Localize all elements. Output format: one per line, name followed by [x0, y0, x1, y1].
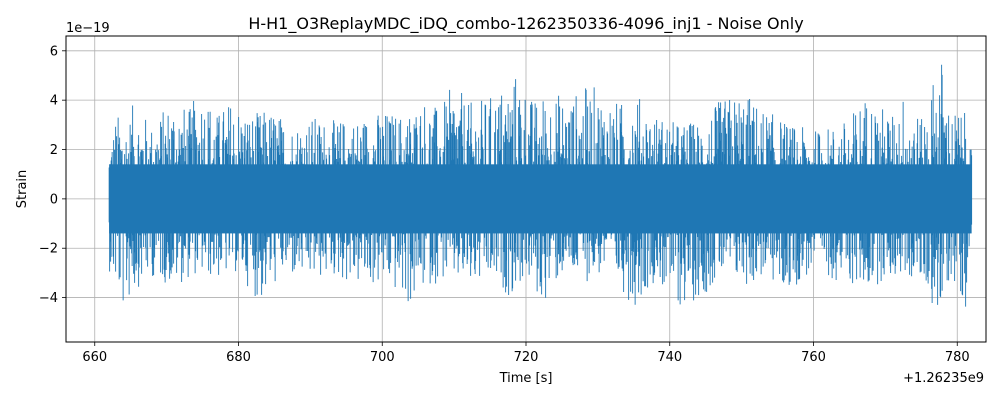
x-tick-label: 680: [226, 350, 251, 365]
y-scale-label: 1e−19: [66, 21, 110, 36]
x-tick-label: 660: [82, 350, 107, 365]
x-axis: 660 680 700 720 740 760 780: [82, 342, 970, 365]
plot-area: [108, 64, 973, 307]
strain-series-core: [109, 164, 972, 234]
y-tick-label: −4: [39, 291, 58, 306]
x-axis-title: Time [s]: [499, 371, 553, 386]
y-tick-label: 2: [50, 143, 58, 158]
x-tick-label: 700: [370, 350, 395, 365]
x-tick-label: 760: [801, 350, 826, 365]
x-tick-label: 780: [945, 350, 970, 365]
x-offset-label: +1.26235e9: [903, 371, 984, 386]
y-tick-label: 4: [50, 94, 58, 109]
x-tick-label: 740: [657, 350, 682, 365]
y-axis: −4 −2 0 2 4 6: [39, 44, 66, 306]
series-layer: [108, 64, 973, 307]
y-tick-label: 6: [50, 44, 58, 59]
y-tick-label: 0: [50, 192, 58, 207]
y-tick-label: −2: [39, 242, 58, 257]
chart-title: H-H1_O3ReplayMDC_iDQ_combo-1262350336-40…: [248, 14, 803, 34]
y-axis-title: Strain: [15, 170, 30, 209]
x-tick-label: 720: [514, 350, 539, 365]
